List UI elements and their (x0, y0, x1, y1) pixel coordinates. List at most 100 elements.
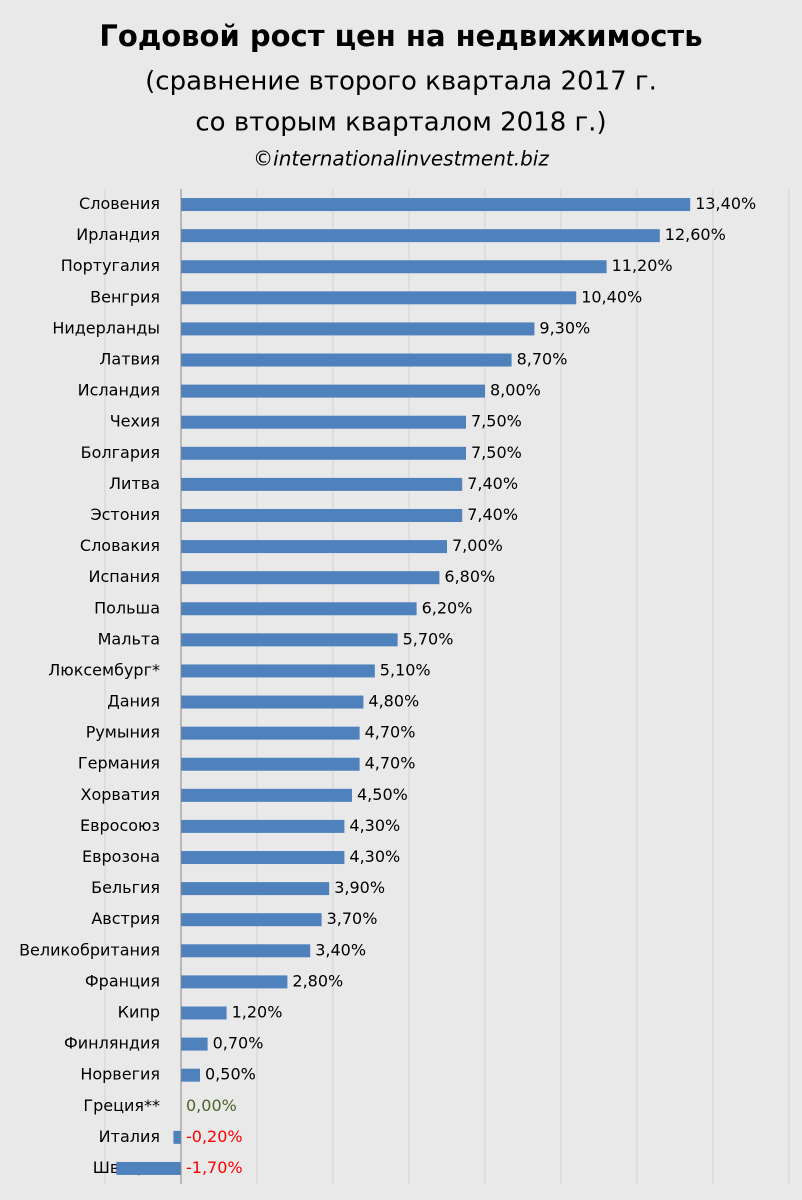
y-tick-label: Бельгия (91, 878, 160, 897)
bar (181, 975, 288, 989)
bar (181, 1037, 208, 1051)
y-tick-label: Люксембург* (48, 660, 160, 679)
value-label: 6,80% (444, 567, 495, 586)
y-tick-label: Дания (107, 692, 160, 711)
bar (181, 229, 660, 243)
bar (116, 1161, 181, 1175)
y-tick-label: Чехия (110, 412, 160, 431)
bar (181, 633, 398, 647)
y-tick-label: Польша (94, 598, 160, 617)
chart-subtitle: (сравнение второго квартала 2017 г. (145, 67, 657, 97)
bar (181, 944, 311, 958)
value-label: 3,90% (334, 878, 385, 897)
y-tick-label: Италия (99, 1127, 160, 1146)
value-label: 9,30% (539, 318, 590, 337)
value-label: -1,70% (186, 1158, 243, 1177)
bar (181, 726, 360, 740)
value-label: 5,70% (403, 629, 454, 648)
value-label: 7,40% (467, 474, 518, 493)
y-tick-label: Венгрия (90, 287, 160, 306)
bar (181, 913, 322, 927)
bar (181, 198, 691, 212)
value-label: 7,40% (467, 505, 518, 524)
value-label: 2,80% (292, 971, 343, 990)
bar (181, 695, 364, 709)
value-label: 4,30% (349, 816, 400, 835)
value-label: 5,10% (380, 660, 431, 679)
y-tick-label: Норвегия (80, 1065, 160, 1084)
y-tick-label: Словения (79, 194, 160, 213)
value-label: 4,50% (357, 785, 408, 804)
y-tick-label: Мальта (98, 629, 160, 648)
value-label: 4,30% (349, 847, 400, 866)
bar (181, 851, 345, 865)
y-tick-label: Нидерланды (52, 318, 160, 337)
y-tick-label: Ирландия (76, 225, 160, 244)
bar (181, 508, 463, 522)
bar (181, 602, 417, 616)
y-tick-label: Литва (109, 474, 160, 493)
y-tick-label: Греция** (83, 1096, 160, 1115)
value-label: 3,40% (315, 940, 366, 959)
bar (181, 415, 466, 429)
y-tick-label: Румыния (86, 723, 160, 742)
value-label: 7,00% (452, 536, 503, 555)
bar (181, 1006, 227, 1020)
bar (181, 260, 607, 274)
value-label: 10,40% (581, 287, 642, 306)
bar (181, 540, 447, 554)
bar (181, 819, 345, 833)
y-tick-label: Эстония (90, 505, 160, 524)
bar (181, 664, 375, 678)
value-label: 1,20% (232, 1002, 283, 1021)
bar (181, 1068, 200, 1082)
y-tick-label: Германия (78, 754, 160, 773)
y-tick-label: Испания (88, 567, 160, 586)
bar (181, 757, 360, 771)
value-label: 0,50% (205, 1065, 256, 1084)
y-tick-label: Финляндия (64, 1034, 160, 1053)
bar (181, 788, 352, 802)
y-tick-label: Португалия (61, 256, 160, 275)
y-tick-label: Хорватия (81, 785, 160, 804)
bar (181, 322, 535, 336)
bar (181, 882, 330, 896)
bar (181, 384, 485, 398)
bar (173, 1130, 181, 1144)
y-tick-label: Латвия (99, 350, 160, 369)
value-label: 0,00% (186, 1096, 237, 1115)
bar (181, 477, 463, 491)
y-tick-label: Словакия (80, 536, 160, 555)
chart-title: Годовой рост цен на недвижимость (99, 19, 702, 53)
y-tick-label: Франция (85, 971, 160, 990)
y-tick-label: Кипр (118, 1002, 160, 1021)
value-label: 3,70% (327, 909, 378, 928)
chart-subtitle: со вторым кварталом 2018 г.) (195, 108, 606, 138)
value-label: 4,70% (365, 723, 416, 742)
value-label: 4,70% (365, 754, 416, 773)
value-label: 12,60% (665, 225, 726, 244)
bar (181, 353, 512, 367)
value-label: 8,00% (490, 381, 541, 400)
y-tick-label: Австрия (91, 909, 160, 928)
bar (181, 291, 577, 305)
value-label: 8,70% (517, 350, 568, 369)
y-tick-label: Исландия (78, 381, 160, 400)
value-label: 6,20% (422, 598, 473, 617)
value-label: -0,20% (186, 1127, 243, 1146)
bar (181, 571, 440, 585)
value-label: 7,50% (471, 412, 522, 431)
value-label: 13,40% (695, 194, 756, 213)
value-label: 0,70% (213, 1034, 264, 1053)
value-label: 7,50% (471, 443, 522, 462)
y-tick-label: Евросоюз (80, 816, 160, 835)
source: ©internationalinvestment.biz (253, 147, 549, 171)
y-tick-label: Великобритания (19, 940, 160, 959)
y-tick-label: Еврозона (82, 847, 160, 866)
bar (181, 446, 466, 460)
value-label: 11,20% (612, 256, 673, 275)
value-label: 4,80% (368, 692, 419, 711)
y-tick-label: Болгария (81, 443, 160, 462)
